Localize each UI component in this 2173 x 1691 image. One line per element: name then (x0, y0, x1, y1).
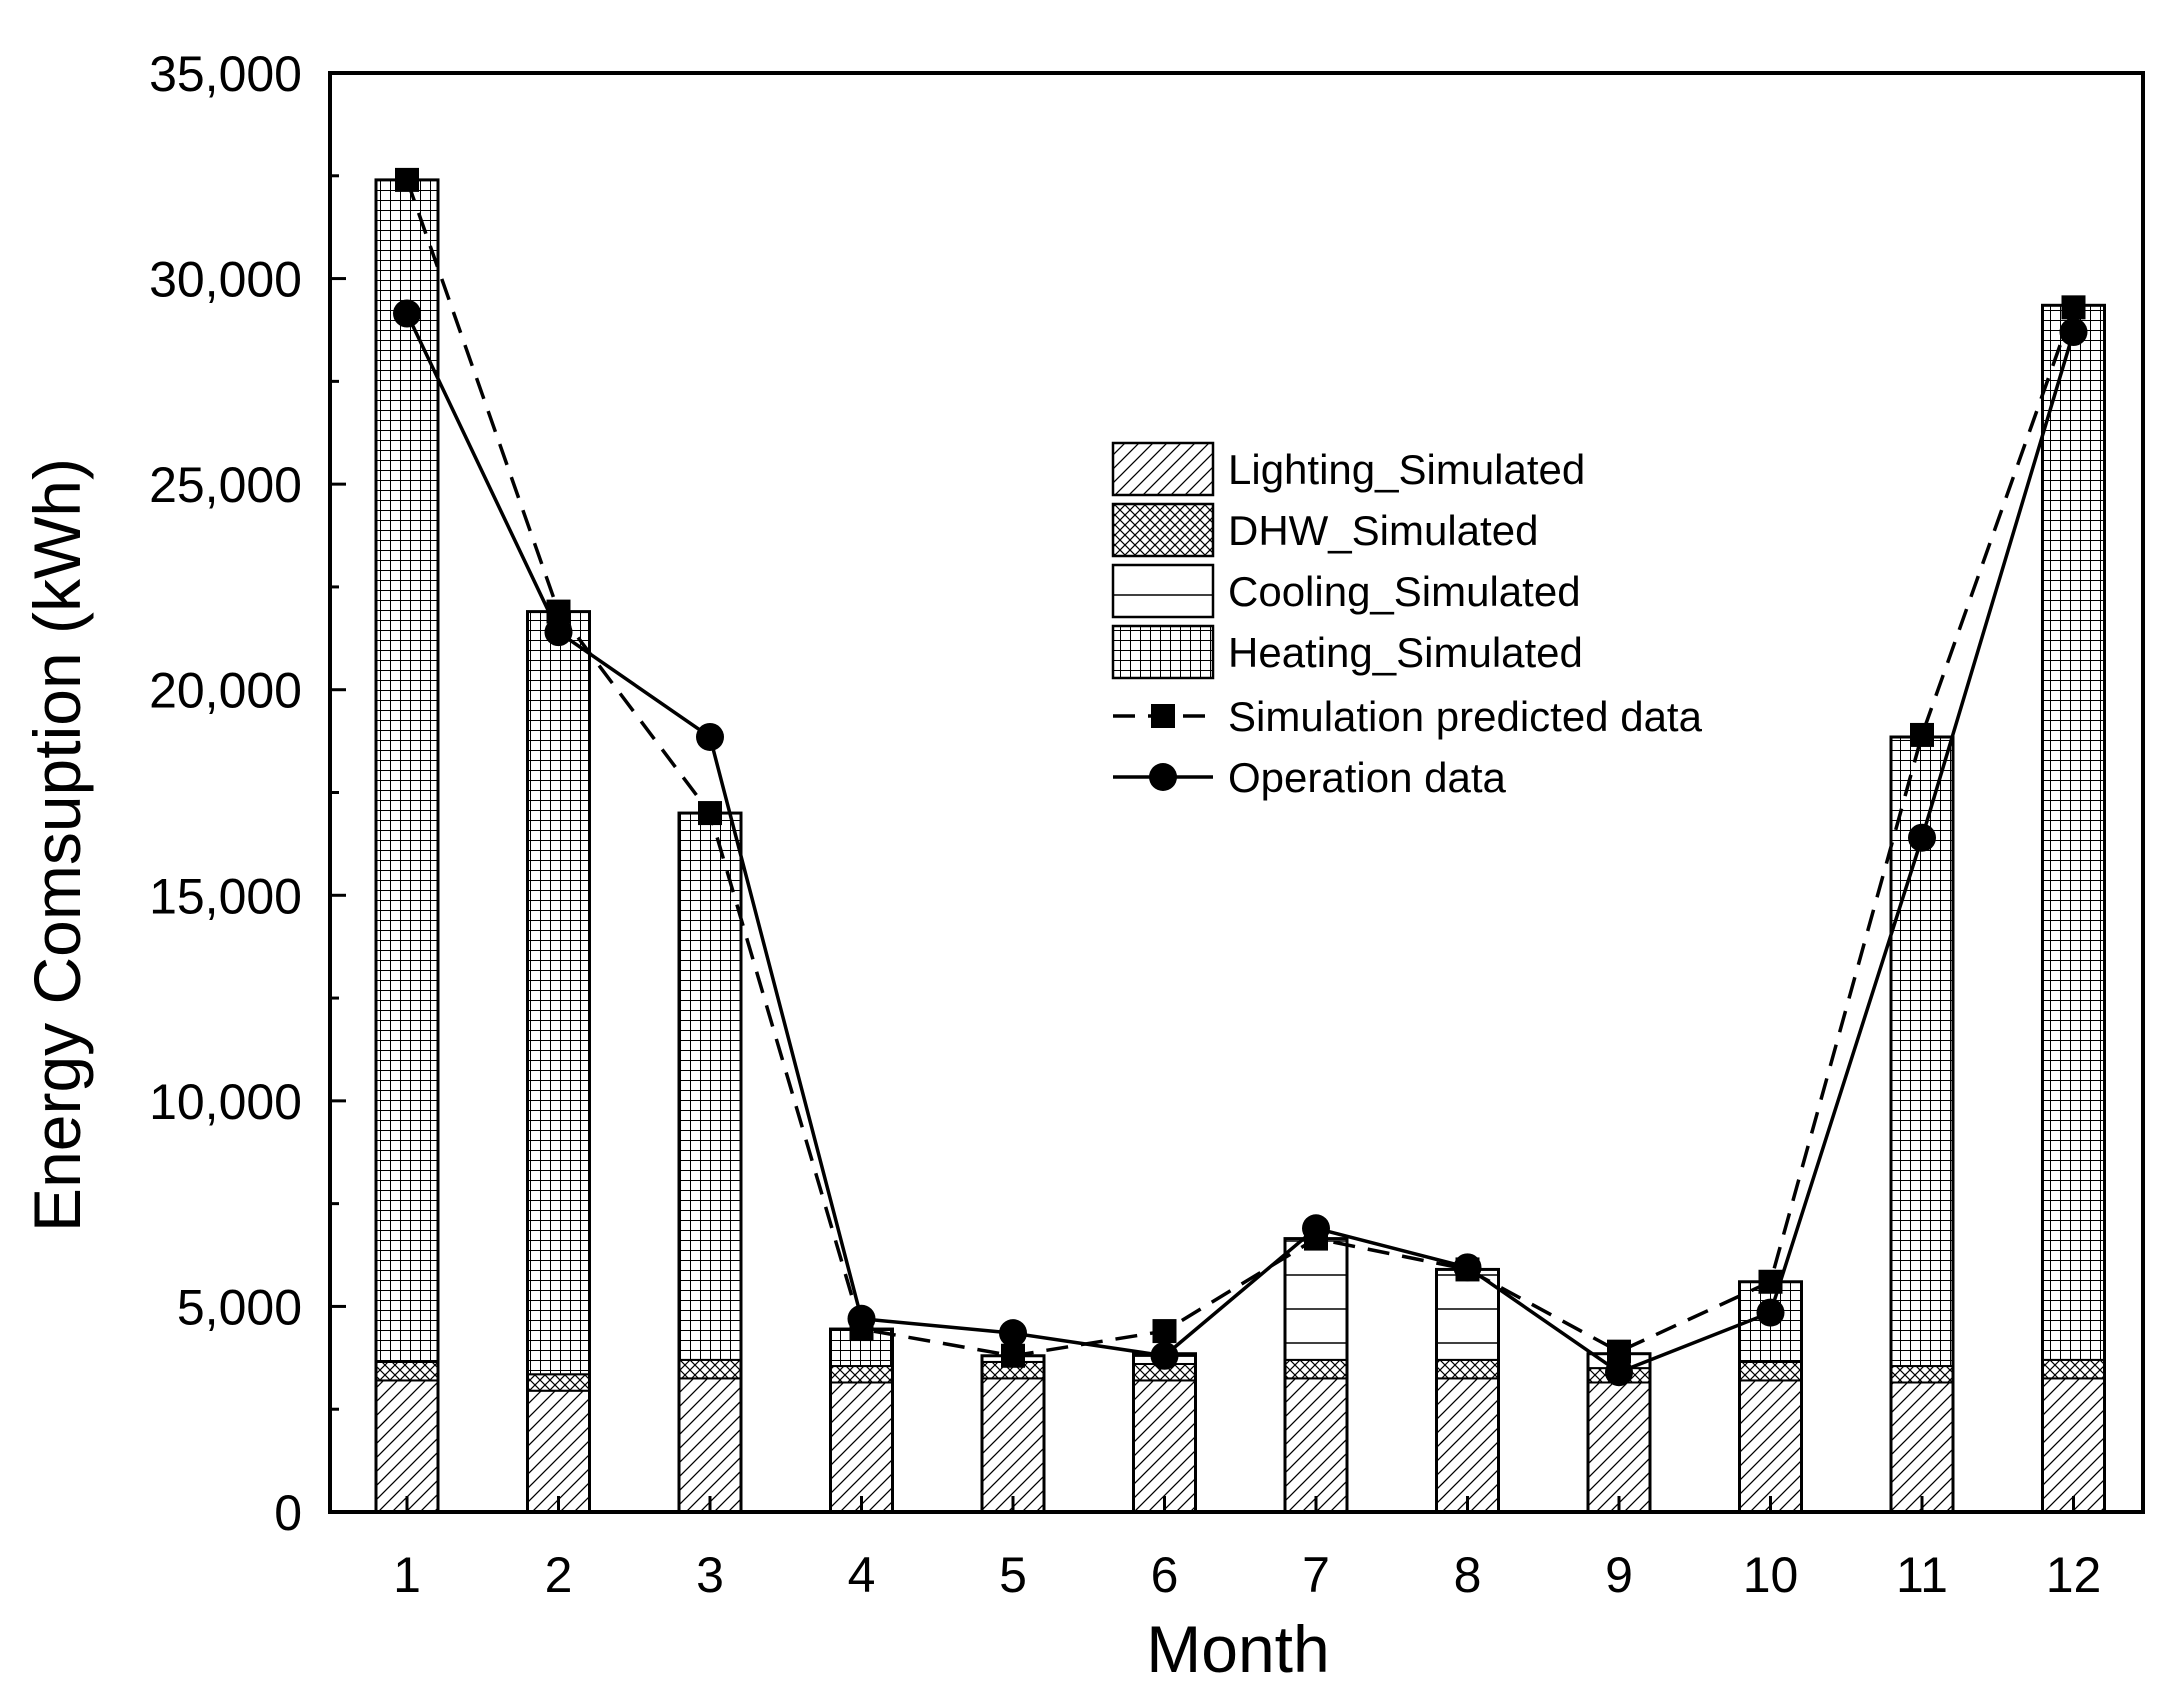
bar-segment-lighting-simulated-7 (1284, 1377, 1348, 1513)
x-tick-label: 7 (1302, 1547, 1330, 1603)
bar-segment-lighting-simulated-11 (1890, 1381, 1954, 1513)
marker-simulation-predicted-data-12 (2061, 295, 2086, 320)
x-tick-label: 10 (1743, 1547, 1799, 1603)
bar-segment-heating-simulated-12 (2041, 304, 2106, 1361)
x-tick-label: 6 (1151, 1547, 1179, 1603)
legend-swatch-cooling-simulated (1111, 563, 1215, 619)
x-tick-label: 3 (696, 1547, 724, 1603)
bar-segment-dhw-simulated-2 (526, 1373, 591, 1392)
y-tick-label: 15,000 (149, 868, 302, 924)
legend-label-heating-simulated: Heating_Simulated (1228, 629, 1583, 676)
marker-operation-data-8 (1453, 1253, 1482, 1282)
x-tick-label: 8 (1454, 1547, 1482, 1603)
bar-segment-lighting-simulated-1 (375, 1379, 439, 1514)
marker-operation-data-6 (1150, 1341, 1179, 1370)
bar-segment-lighting-simulated-9 (1587, 1381, 1651, 1513)
bar-segment-dhw-simulated-4 (829, 1365, 894, 1384)
legend-label-dhw-simulated: DHW_Simulated (1228, 507, 1538, 554)
x-tick-label: 12 (2046, 1547, 2102, 1603)
x-tick-label: 11 (1896, 1547, 1948, 1603)
marker-operation-data-4 (847, 1304, 876, 1333)
bar-segment-dhw-simulated-3 (678, 1358, 742, 1380)
marker-operation-data-12 (2059, 318, 2088, 347)
legend-label-simulation-predicted-data: Simulation predicted data (1228, 693, 1703, 740)
marker-operation-data-10 (1756, 1298, 1785, 1327)
bars-layer (374, 178, 2106, 1514)
bar-segment-dhw-simulated-8 (1435, 1358, 1500, 1380)
marker-simulation-predicted-data-5 (1001, 1343, 1025, 1368)
marker-operation-data-5 (999, 1319, 1027, 1348)
legend-swatch-heating-simulated (1111, 624, 1215, 680)
bar-segment-lighting-simulated-3 (678, 1377, 742, 1513)
bar-segment-lighting-simulated-5 (981, 1377, 1045, 1513)
marker-operation-data-9 (1605, 1358, 1633, 1387)
legend-label-lighting-simulated: Lighting_Simulated (1228, 446, 1585, 493)
x-tick-label: 1 (393, 1547, 421, 1603)
bar-segment-dhw-simulated-12 (2041, 1358, 2106, 1380)
line-simulation-predicted-data (405, 179, 2076, 1358)
marker-operation-data-11 (1908, 823, 1936, 852)
bar-segment-dhw-simulated-1 (375, 1360, 439, 1382)
y-tick-label: 5,000 (177, 1279, 302, 1335)
marker-simulation-predicted-data-11 (1910, 722, 1934, 747)
y-tick-label: 10,000 (149, 1074, 302, 1130)
bar-segment-dhw-simulated-10 (1738, 1360, 1803, 1382)
y-tick-label: 20,000 (149, 663, 302, 719)
legend-marker-operation-data (1149, 763, 1177, 791)
x-tick-label: 5 (999, 1547, 1027, 1603)
line-operation-data (405, 312, 2076, 1375)
bar-segment-lighting-simulated-10 (1738, 1379, 1803, 1514)
x-tick-label: 9 (1605, 1547, 1633, 1603)
marker-simulation-predicted-data-6 (1152, 1319, 1177, 1344)
bar-segment-dhw-simulated-7 (1284, 1358, 1348, 1380)
legend-swatch-lighting-simulated (1111, 441, 1215, 497)
bar-segment-lighting-simulated-12 (2041, 1377, 2106, 1513)
legend-label-cooling-simulated: Cooling_Simulated (1228, 568, 1581, 615)
bar-segment-heating-simulated-2 (526, 610, 591, 1376)
legend: Lighting_Simulated DHW_Simulated Cooling_S… (1111, 441, 1703, 801)
y-tick-label: 30,000 (149, 252, 302, 308)
bar-segment-heating-simulated-3 (678, 812, 742, 1361)
y-tick-label: 35,000 (149, 46, 302, 102)
bar-segment-dhw-simulated-11 (1890, 1365, 1954, 1384)
marker-operation-data-3 (696, 722, 724, 751)
marker-simulation-predicted-data-1 (395, 167, 419, 192)
y-axis-title: Energy Comsuption (kWh) (20, 458, 94, 1232)
x-tick-label: 4 (848, 1547, 876, 1603)
legend-marker-simulation-predicted-data (1151, 704, 1175, 728)
axes-layer: 0 5,000 10,000 15,000 20,000 25,000 30,000 35,0… (149, 46, 2145, 1603)
y-tick-label: 0 (274, 1485, 302, 1541)
y-tick-label: 25,000 (149, 457, 302, 513)
bar-segment-cooling-simulated-7 (1284, 1237, 1348, 1361)
bar-segment-lighting-simulated-8 (1435, 1377, 1500, 1513)
marker-operation-data-2 (544, 618, 573, 647)
marker-operation-data-7 (1302, 1214, 1330, 1243)
lines-layer (393, 167, 2088, 1387)
marker-simulation-predicted-data-3 (698, 801, 722, 826)
x-tick-label: 2 (545, 1547, 573, 1603)
legend-swatch-dhw-simulated (1111, 502, 1215, 558)
bar-segment-lighting-simulated-6 (1132, 1379, 1197, 1514)
bar-segment-heating-simulated-1 (375, 178, 439, 1363)
marker-operation-data-1 (393, 299, 421, 328)
legend-label-operation-data: Operation data (1228, 754, 1507, 801)
bar-segment-lighting-simulated-4 (829, 1381, 894, 1513)
bar-segment-lighting-simulated-2 (526, 1389, 591, 1514)
x-axis-title: Month (1146, 1612, 1329, 1686)
